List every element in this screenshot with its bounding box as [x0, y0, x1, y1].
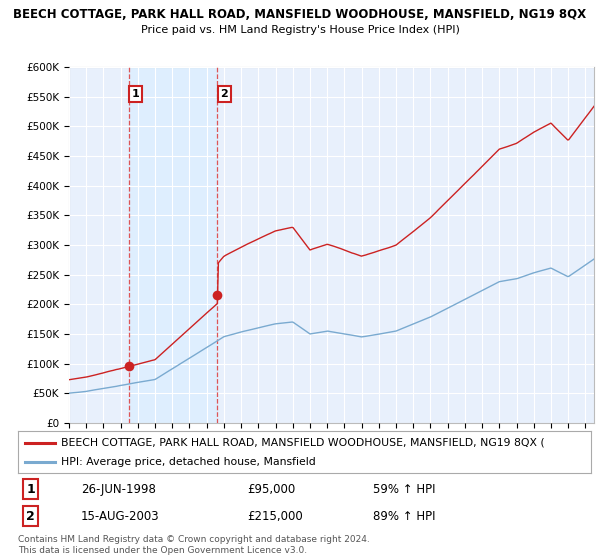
Text: 2: 2: [220, 89, 228, 99]
Text: 59% ↑ HPI: 59% ↑ HPI: [373, 483, 436, 496]
Text: 2: 2: [26, 510, 35, 523]
Text: Contains HM Land Registry data © Crown copyright and database right 2024.
This d: Contains HM Land Registry data © Crown c…: [18, 535, 370, 555]
Text: 1: 1: [132, 89, 140, 99]
Text: £215,000: £215,000: [247, 510, 303, 523]
Text: 1: 1: [26, 483, 35, 496]
Text: 89% ↑ HPI: 89% ↑ HPI: [373, 510, 436, 523]
Text: BEECH COTTAGE, PARK HALL ROAD, MANSFIELD WOODHOUSE, MANSFIELD, NG19 8QX (: BEECH COTTAGE, PARK HALL ROAD, MANSFIELD…: [61, 437, 545, 447]
Text: 26-JUN-1998: 26-JUN-1998: [81, 483, 156, 496]
Text: £95,000: £95,000: [247, 483, 295, 496]
Text: 15-AUG-2003: 15-AUG-2003: [81, 510, 160, 523]
Text: BEECH COTTAGE, PARK HALL ROAD, MANSFIELD WOODHOUSE, MANSFIELD, NG19 8QX: BEECH COTTAGE, PARK HALL ROAD, MANSFIELD…: [13, 8, 587, 21]
Text: Price paid vs. HM Land Registry's House Price Index (HPI): Price paid vs. HM Land Registry's House …: [140, 25, 460, 35]
Text: HPI: Average price, detached house, Mansfield: HPI: Average price, detached house, Mans…: [61, 457, 316, 467]
Bar: [129, 67, 217, 423]
